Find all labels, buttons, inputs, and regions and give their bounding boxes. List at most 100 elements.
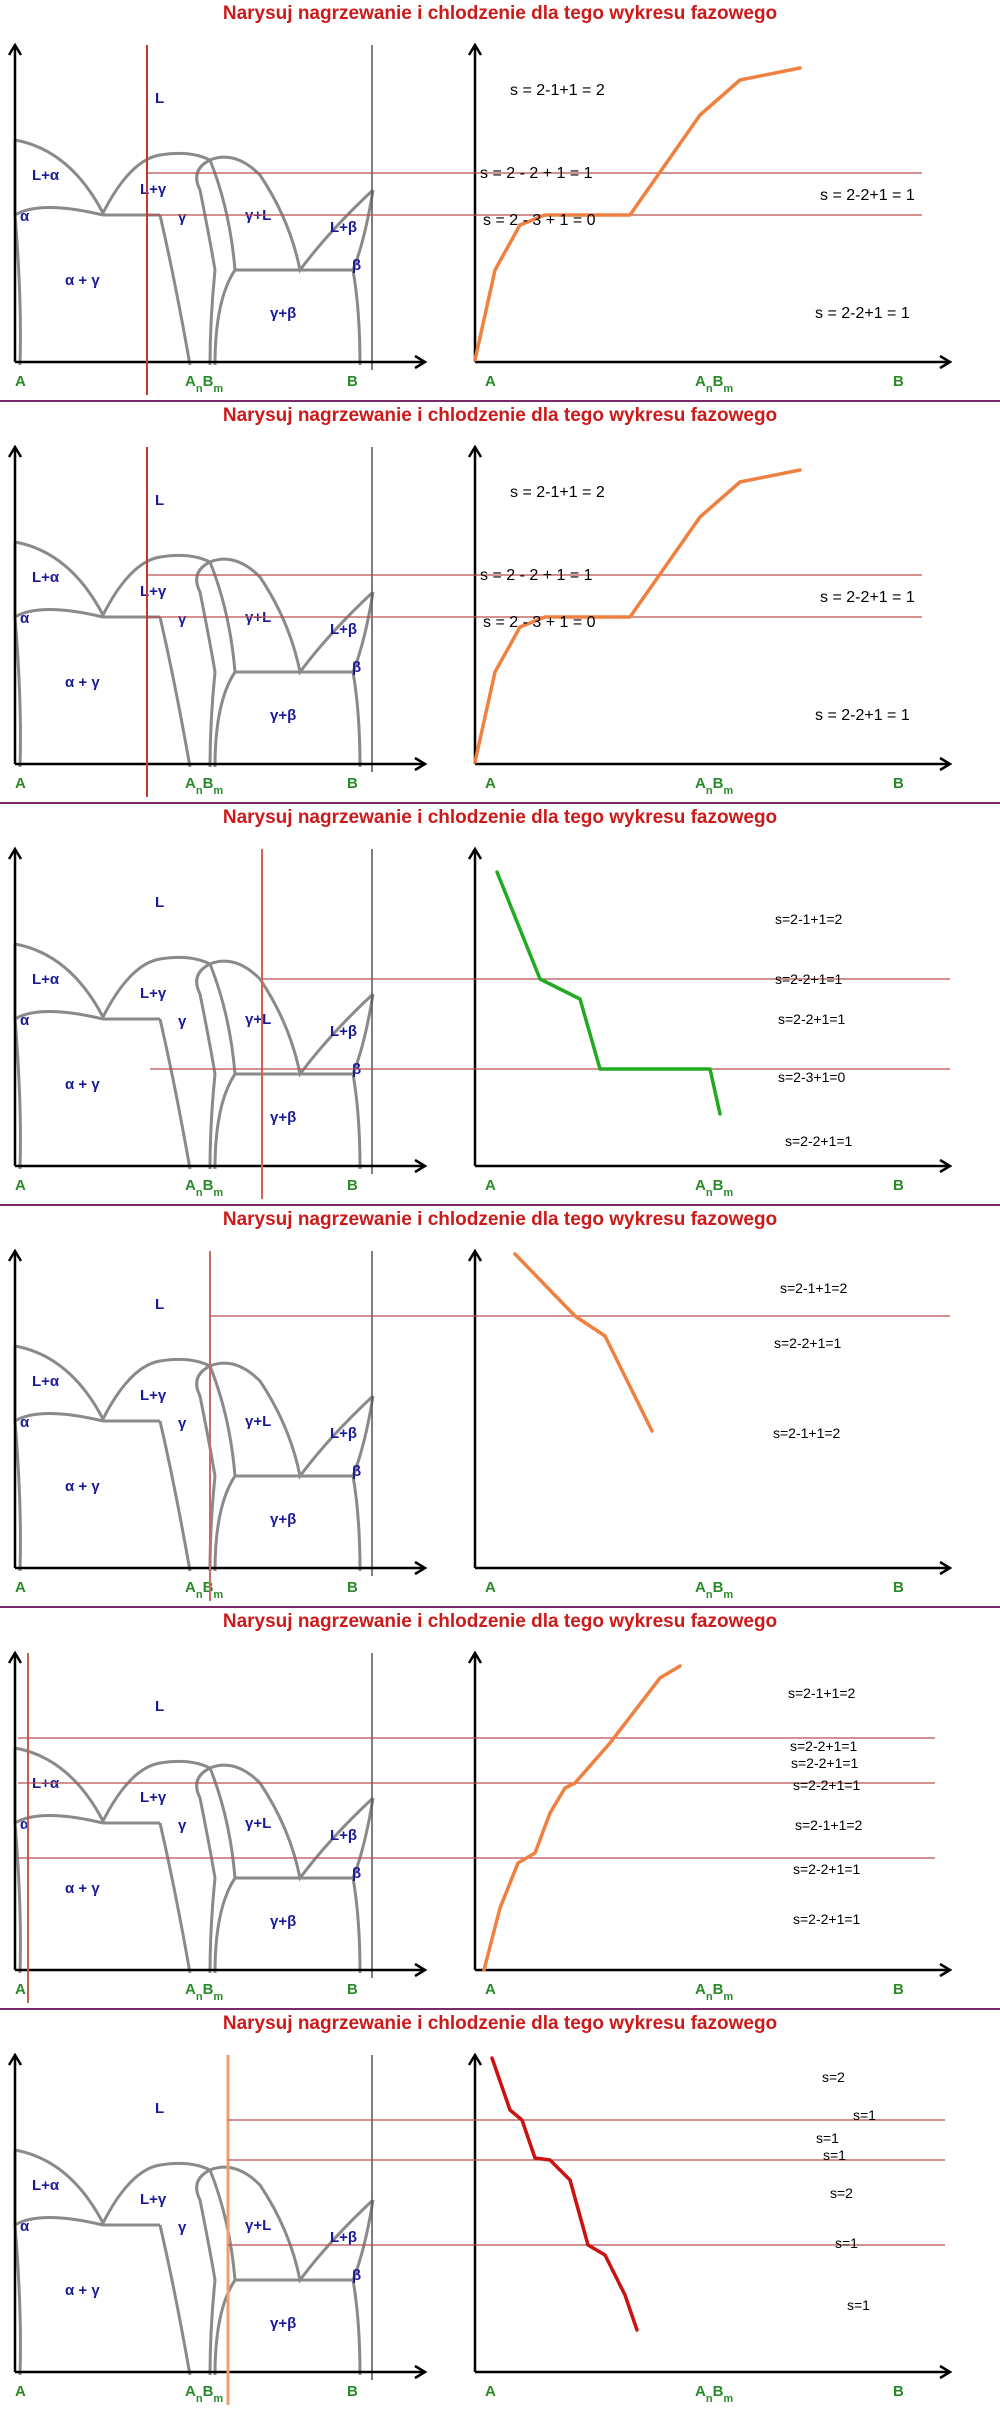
freedom-label: s = 2-2+1 = 1 bbox=[815, 305, 910, 322]
y-axis-arrow bbox=[7, 1248, 23, 1262]
x-axis-arrow bbox=[414, 1962, 428, 1978]
region-label-beta: β bbox=[352, 659, 361, 676]
region-label-alpha-gamma: α + γ bbox=[65, 272, 100, 289]
phase-boundary bbox=[208, 963, 237, 1075]
region-label-gamma: γ bbox=[178, 1817, 187, 1834]
temperature-curve bbox=[490, 2056, 639, 2332]
region-label-gamma-beta: γ+β bbox=[270, 1109, 296, 1126]
y-axis-arrow bbox=[467, 42, 483, 56]
axis-label-a: A bbox=[15, 373, 26, 390]
y-axis-arrow bbox=[7, 444, 23, 458]
region-label-liquid: L bbox=[155, 90, 164, 107]
region-label-l-beta: L+β bbox=[330, 2229, 357, 2246]
phase-boundary bbox=[351, 1073, 362, 1170]
region-label-gamma: γ bbox=[178, 1013, 187, 1030]
axis-label-a: A bbox=[15, 1177, 26, 1194]
panel-separator bbox=[0, 400, 1000, 402]
region-label-l-alpha: L+α bbox=[32, 971, 60, 988]
freedom-label: s=2-1+1=2 bbox=[773, 1425, 841, 1441]
phase-boundary bbox=[14, 2148, 375, 2284]
region-label-alpha: α bbox=[20, 610, 30, 627]
temperature-curve bbox=[513, 1252, 654, 1433]
region-label-gamma-beta: γ+β bbox=[270, 707, 296, 724]
axis-label-b: B bbox=[893, 775, 904, 792]
freedom-label: s = 2 - 2 + 1 = 1 bbox=[480, 165, 593, 182]
axis-label-anbm: AnBm bbox=[185, 1177, 223, 1199]
phase-boundary bbox=[351, 269, 362, 366]
x-axis-arrow bbox=[414, 354, 428, 370]
region-label-alpha: α bbox=[20, 1012, 30, 1029]
y-axis-arrow bbox=[7, 2052, 23, 2066]
panel-title: Narysuj nagrzewanie i chlodzenie dla teg… bbox=[222, 405, 778, 426]
region-label-alpha: α bbox=[20, 2218, 30, 2235]
phase-boundary bbox=[13, 1018, 22, 1170]
region-label-l-gamma: L+γ bbox=[140, 181, 167, 198]
region-label-alpha-gamma: α + γ bbox=[65, 674, 100, 691]
phase-boundary bbox=[158, 616, 192, 768]
region-label-liquid: L bbox=[155, 1698, 164, 1715]
region-label-l-beta: L+β bbox=[330, 219, 357, 236]
phase-boundary bbox=[208, 2169, 237, 2281]
axis-label-anbm: AnBm bbox=[185, 2383, 223, 2405]
phase-boundary bbox=[13, 1822, 22, 1974]
x-axis-arrow bbox=[939, 354, 953, 370]
phase-boundary bbox=[213, 1877, 237, 1974]
panel-separator bbox=[0, 1606, 1000, 1608]
phase-boundary bbox=[195, 962, 217, 1170]
freedom-label: s=2-2+1=1 bbox=[791, 1755, 859, 1771]
region-label-l-beta: L+β bbox=[330, 1827, 357, 1844]
y-axis-arrow bbox=[467, 444, 483, 458]
x-axis-arrow bbox=[939, 2364, 953, 2380]
phase-boundary bbox=[213, 1073, 237, 1170]
y-axis-arrow bbox=[467, 1650, 483, 1664]
region-label-gamma-beta: γ+β bbox=[270, 305, 296, 322]
phase-boundary bbox=[14, 540, 375, 676]
phase-boundary bbox=[14, 2216, 104, 2227]
region-label-l-gamma: L+γ bbox=[140, 1789, 167, 1806]
panel-title: Narysuj nagrzewanie i chlodzenie dla teg… bbox=[222, 2013, 778, 2034]
phase-boundary bbox=[14, 1010, 104, 1021]
temperature-curve bbox=[473, 66, 802, 362]
phase-boundary bbox=[208, 561, 237, 673]
freedom-label: s=2-1+1=2 bbox=[795, 1817, 863, 1833]
panel-separator bbox=[0, 2008, 1000, 2010]
phase-boundary bbox=[13, 2224, 22, 2376]
phase-boundary bbox=[14, 1814, 104, 1825]
phase-boundary bbox=[213, 671, 237, 768]
freedom-label: s = 2 - 3 + 1 = 0 bbox=[483, 614, 596, 631]
axis-label-a: A bbox=[485, 2383, 496, 2400]
phase-boundary bbox=[158, 1822, 192, 1974]
region-label-gamma-beta: γ+β bbox=[270, 1913, 296, 1930]
x-axis-arrow bbox=[414, 1560, 428, 1576]
region-label-l-beta: L+β bbox=[330, 1023, 357, 1040]
phase-boundary bbox=[208, 1767, 237, 1879]
freedom-label: s=2-2+1=1 bbox=[778, 1011, 846, 1027]
x-axis-arrow bbox=[939, 1560, 953, 1576]
x-axis-arrow bbox=[414, 756, 428, 772]
y-axis-arrow bbox=[7, 42, 23, 56]
region-label-gamma-l: γ+L bbox=[245, 1815, 271, 1832]
phase-boundary bbox=[195, 2168, 217, 2376]
axis-label-b: B bbox=[347, 1981, 358, 1998]
freedom-label: s=2-2+1=1 bbox=[774, 1335, 842, 1351]
x-axis-arrow bbox=[939, 756, 953, 772]
region-label-gamma: γ bbox=[178, 611, 187, 628]
freedom-label: s=2-2+1=1 bbox=[785, 1133, 853, 1149]
panel-3: LL+ααL+γγγ+LL+ββα + γγ+βAAnBmBAAnBmBs=2-… bbox=[7, 846, 953, 1199]
region-label-l-gamma: L+γ bbox=[140, 1387, 167, 1404]
phase-boundary bbox=[195, 158, 217, 366]
region-label-l-gamma: L+γ bbox=[140, 583, 167, 600]
freedom-label: s=1 bbox=[816, 2130, 839, 2146]
axis-label-anbm: AnBm bbox=[695, 2383, 733, 2405]
region-label-l-alpha: L+α bbox=[32, 2177, 60, 2194]
axis-label-b: B bbox=[893, 1177, 904, 1194]
axis-label-a: A bbox=[15, 1579, 26, 1596]
region-label-alpha-gamma: α + γ bbox=[65, 2282, 100, 2299]
freedom-label: s = 2-1+1 = 2 bbox=[510, 82, 605, 99]
region-label-gamma-l: γ+L bbox=[245, 2217, 271, 2234]
phase-boundary bbox=[351, 1475, 362, 1572]
temperature-curve bbox=[482, 1664, 682, 1972]
axis-label-b: B bbox=[347, 1579, 358, 1596]
phase-boundary bbox=[13, 214, 22, 366]
